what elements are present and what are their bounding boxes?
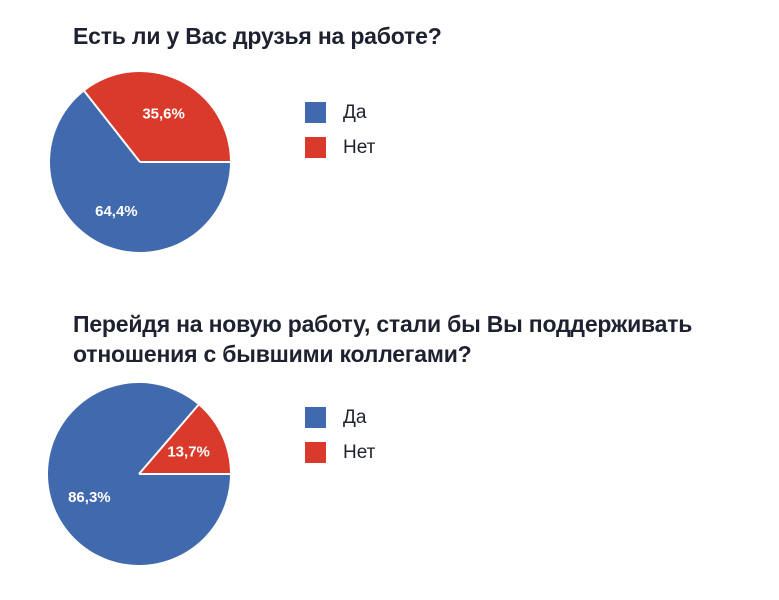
chart-title-friends-at-work: Есть ли у Вас друзья на работе?: [73, 21, 713, 51]
legend-swatch-yes: [305, 102, 326, 123]
pie-slice-value-label: 13,7%: [167, 443, 210, 460]
pie-slice-value-label: 86,3%: [68, 489, 111, 506]
legend-label-yes: Да: [343, 102, 367, 123]
pie-slice: [50, 91, 230, 253]
legend-item-yes: Да: [305, 407, 375, 428]
legend-swatch-no: [305, 137, 326, 158]
chart-title-keep-in-touch: Перейдя на новую работу, стали бы Вы под…: [73, 309, 773, 369]
pie-slice-value-label: 64,4%: [95, 203, 138, 220]
pie-chart-friends-at-work: 64,4% 35,6%: [50, 72, 230, 253]
pie-slice-value-label: 35,6%: [142, 106, 185, 123]
legend-label-no: Нет: [343, 442, 376, 463]
legend-item-yes: Да: [305, 102, 375, 123]
legend-swatch-yes: [305, 407, 326, 428]
legend-label-no: Нет: [343, 137, 376, 158]
chart-title-line: отношения с бывшими коллегами?: [73, 341, 472, 367]
legend-friends-at-work: Да Нет: [305, 102, 375, 158]
legend-label-yes: Да: [343, 407, 367, 428]
pie-slice: [84, 72, 230, 162]
legend-swatch-no: [305, 442, 326, 463]
legend-item-no: Нет: [305, 137, 375, 158]
pie-slice: [139, 404, 230, 474]
legend-keep-in-touch: Да Нет: [305, 407, 375, 463]
pie-chart-keep-in-touch: 86,3% 13,7%: [47, 383, 231, 565]
pie-slice-separator: [83, 90, 141, 163]
chart-title-line: Есть ли у Вас друзья на работе?: [73, 23, 442, 49]
chart-title-line: Перейдя на новую работу, стали бы Вы под…: [73, 311, 693, 337]
pie-slice-separator: [138, 404, 200, 475]
legend-item-no: Нет: [305, 442, 375, 463]
